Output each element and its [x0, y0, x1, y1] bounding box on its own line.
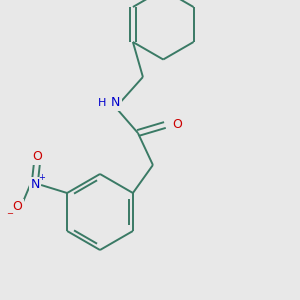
Text: O: O: [12, 200, 22, 214]
Text: −: −: [7, 209, 14, 218]
Text: O: O: [32, 151, 42, 164]
Text: O: O: [172, 118, 182, 131]
Text: N: N: [30, 178, 40, 191]
Text: +: +: [39, 173, 46, 182]
Text: H: H: [98, 98, 106, 108]
Text: N: N: [111, 97, 121, 110]
